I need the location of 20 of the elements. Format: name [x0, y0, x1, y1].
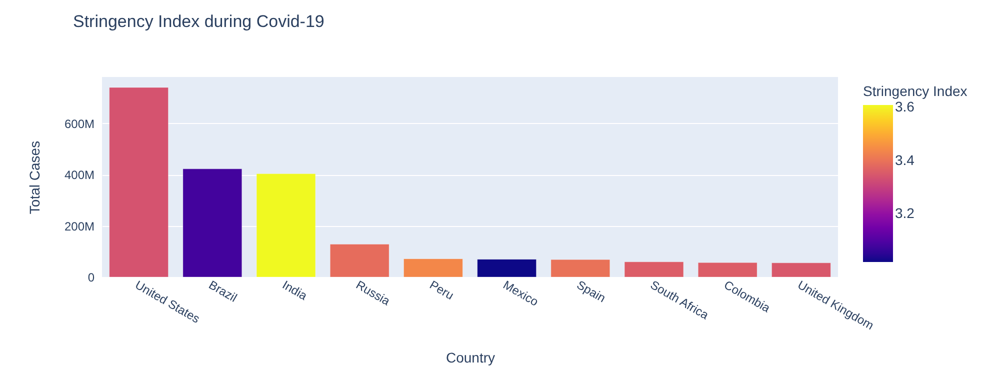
bar [404, 258, 463, 278]
x-tick-label: India [280, 278, 310, 304]
y-tick-label: 400M [64, 168, 94, 182]
x-axis-title: Country [446, 350, 496, 366]
bar [477, 259, 536, 278]
chart-title: Stringency Index during Covid-19 [73, 12, 324, 31]
legend-title: Stringency Index [863, 83, 968, 99]
color-bar-label: 3.4 [895, 152, 915, 168]
color-bar-label: 3.2 [895, 205, 915, 222]
color-bar-label: 3.6 [895, 98, 915, 115]
bar [624, 262, 684, 278]
bar [330, 244, 390, 278]
x-tick-label: Peru [427, 278, 456, 303]
y-tick-label: 0 [88, 270, 95, 284]
y-tick-label: 200M [64, 219, 94, 234]
bar [550, 259, 610, 278]
y-tick-label: 600M [64, 116, 94, 131]
bar [772, 262, 831, 278]
y-axis-title: Total Cases [26, 140, 42, 214]
bar [698, 262, 758, 278]
